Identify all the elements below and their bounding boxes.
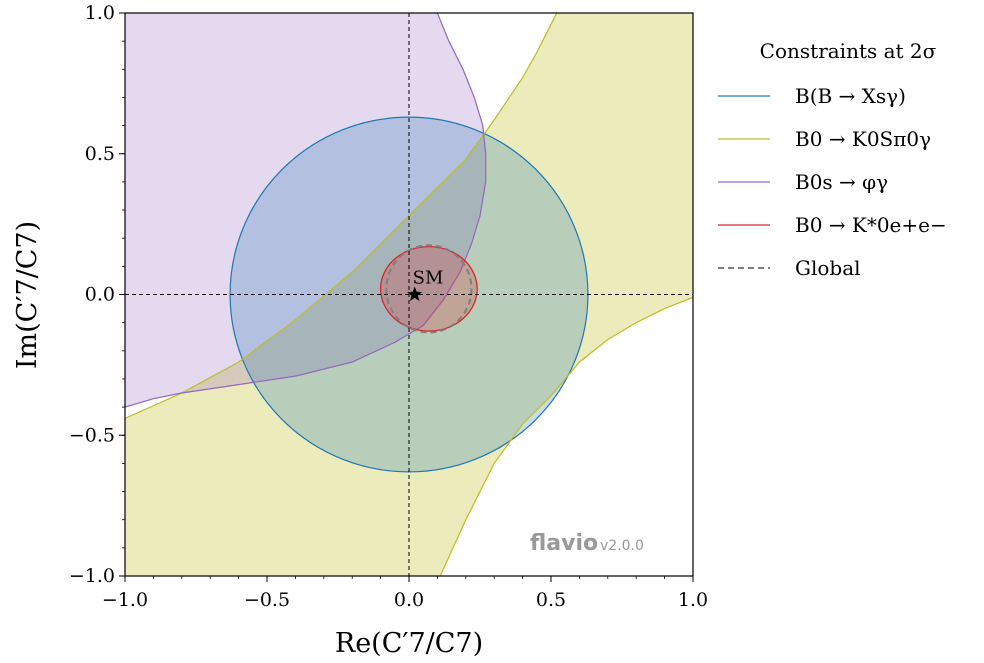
y-tick-label: 0.5	[85, 143, 115, 165]
x-tick-label: 0.0	[394, 589, 424, 611]
phigamma-region	[125, 13, 486, 408]
legend-entry-label: B0 → K0Sπ0γ	[795, 127, 931, 151]
phigamma-boundary	[125, 13, 487, 408]
plot-area: SM	[125, 13, 693, 576]
x-tick-label: −1.0	[102, 589, 148, 611]
sm-star-marker	[407, 286, 423, 301]
k0spi0gamma-boundary-lower	[439, 296, 693, 576]
x-tick-label: 1.0	[678, 589, 708, 611]
legend-title: Constraints at 2σ	[760, 39, 937, 63]
global-contour	[385, 244, 473, 334]
y-tick-label: −1.0	[69, 565, 115, 587]
kstaree-region	[379, 245, 478, 332]
y-tick-label: 1.0	[85, 2, 115, 24]
legend-entry-label: B0 → K*0e+e−	[795, 213, 947, 237]
watermark-brand: flavio	[530, 531, 598, 556]
legend-entry-label: B(B → Xsγ)	[795, 84, 906, 108]
x-tick-label: −0.5	[244, 589, 290, 611]
legend-entry-label: Global	[795, 256, 861, 280]
legend-entry-label: B0s → φγ	[795, 170, 888, 194]
sm-label: SM	[413, 268, 444, 289]
y-tick-label: −0.5	[69, 424, 115, 446]
watermark-version: v2.0.0	[600, 538, 644, 554]
x-axis-label: Re(C′7/C7)	[335, 628, 483, 659]
y-axis-label: Im(C′7/C7)	[12, 221, 43, 369]
k0spi0gamma-boundary-upper	[125, 13, 558, 419]
y-tick-label: 0.0	[85, 284, 115, 306]
axis-ticks: −1.0 −0.5 0.0 0.5 1.0 −1.0 −0.5 0.0 0.5 1.0	[69, 2, 708, 611]
legend: Constraints at 2σ B(B → Xsγ) B0 → K0Sπ0γ B0…	[718, 39, 947, 280]
k0spi0gamma-region-cut	[440, 297, 693, 576]
x-tick-label: 0.5	[536, 589, 566, 611]
flavio-watermark: flavio v2.0.0	[530, 531, 644, 556]
